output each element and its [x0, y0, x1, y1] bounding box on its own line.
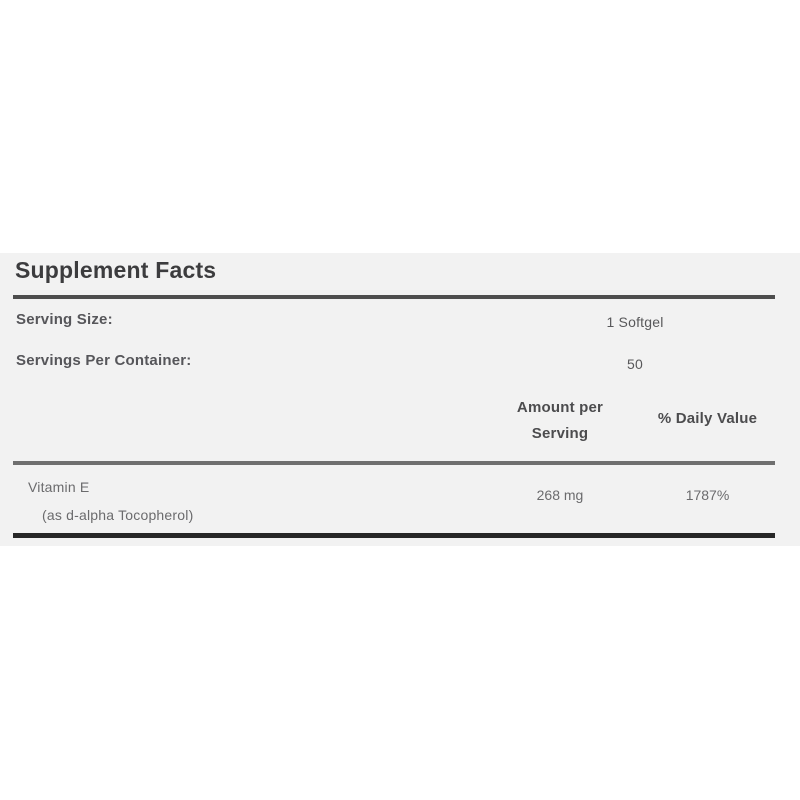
header-divider: [13, 461, 775, 465]
nutrient-name: Vitamin E: [28, 479, 90, 495]
nutrient-detail: (as d-alpha Tocopherol): [42, 507, 194, 523]
serving-size-label: Serving Size:: [16, 311, 113, 328]
amount-per-serving-header: Amount per Serving: [516, 399, 604, 442]
bottom-divider: [13, 533, 775, 538]
nutrient-amount: 268 mg: [536, 487, 584, 503]
serving-size-value: 1 Softgel: [606, 314, 664, 330]
supplement-facts-panel: Supplement Facts Serving Size: 1 Softgel…: [0, 253, 800, 546]
title-divider: [13, 295, 775, 299]
servings-per-container-value: 50: [627, 356, 643, 372]
daily-value-header: % Daily Value: [657, 410, 758, 427]
nutrient-daily-value: 1787%: [685, 487, 730, 503]
servings-per-container-label: Servings Per Container:: [16, 352, 192, 369]
panel-title: Supplement Facts: [15, 257, 217, 283]
